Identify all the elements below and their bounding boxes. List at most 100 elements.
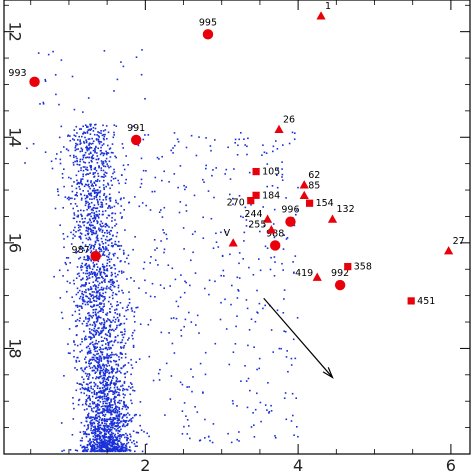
background-point	[87, 238, 89, 241]
background-point	[132, 389, 134, 392]
background-point	[95, 294, 98, 297]
background-point	[266, 409, 268, 411]
background-point	[211, 441, 214, 444]
background-point	[276, 174, 278, 176]
background-point	[98, 442, 100, 445]
background-point	[272, 232, 275, 235]
background-point	[120, 412, 123, 415]
background-point	[116, 324, 118, 327]
background-point	[95, 300, 98, 302]
background-point	[110, 258, 113, 261]
background-point	[102, 235, 105, 237]
background-point	[100, 432, 102, 435]
background-point	[91, 416, 93, 419]
background-point	[107, 318, 109, 320]
background-point	[97, 396, 100, 398]
background-point	[248, 329, 251, 331]
background-point	[185, 210, 188, 212]
background-point	[211, 174, 213, 177]
background-point	[258, 302, 261, 305]
background-point	[88, 347, 91, 350]
background-point	[85, 403, 88, 406]
background-point	[104, 440, 106, 442]
background-point	[82, 272, 85, 274]
background-point	[100, 330, 102, 332]
background-point	[171, 342, 174, 345]
triangle-marker	[262, 214, 273, 223]
background-point	[98, 277, 101, 279]
background-point	[91, 356, 94, 359]
background-point	[123, 322, 126, 325]
background-point	[98, 424, 100, 427]
background-point	[98, 282, 101, 285]
background-point	[91, 329, 93, 331]
background-point	[112, 377, 114, 379]
background-point	[103, 386, 106, 388]
background-point	[60, 151, 62, 153]
background-point	[83, 392, 85, 395]
background-point	[90, 416, 92, 418]
background-point	[293, 271, 295, 274]
background-point	[87, 297, 90, 299]
background-point	[94, 347, 96, 350]
background-point	[107, 280, 110, 283]
background-point	[68, 198, 70, 201]
background-point	[117, 245, 119, 247]
background-point	[74, 449, 77, 451]
background-point	[273, 275, 276, 277]
background-point	[91, 421, 93, 424]
background-point	[102, 137, 105, 140]
background-point	[109, 207, 112, 209]
background-point	[111, 435, 113, 437]
background-point	[87, 249, 90, 251]
background-point	[190, 134, 193, 137]
background-point	[102, 329, 105, 331]
triangle-marker	[299, 180, 309, 189]
circle-marker	[334, 279, 346, 291]
background-point	[130, 307, 133, 309]
background-point	[84, 372, 87, 375]
triangle-marker-label: 419	[295, 268, 313, 279]
background-point	[85, 417, 88, 420]
background-point	[105, 357, 107, 359]
background-point	[111, 372, 113, 374]
background-point	[85, 184, 88, 186]
background-point	[92, 377, 94, 379]
background-point	[84, 197, 87, 200]
background-point	[112, 411, 115, 413]
background-point	[93, 369, 95, 372]
background-point	[102, 130, 105, 132]
background-point	[85, 318, 87, 320]
background-point	[86, 173, 88, 175]
background-point	[96, 180, 98, 183]
background-point	[95, 145, 97, 148]
background-point	[89, 399, 91, 401]
background-point	[87, 147, 90, 150]
background-point	[91, 268, 94, 271]
background-point	[108, 205, 110, 208]
background-point	[185, 415, 187, 417]
background-point	[219, 318, 222, 321]
background-point	[106, 348, 109, 351]
background-point	[99, 424, 102, 427]
background-point	[70, 177, 72, 180]
background-point	[76, 157, 78, 160]
background-point	[99, 426, 102, 429]
background-point	[99, 444, 101, 447]
background-point	[282, 312, 285, 314]
background-point	[240, 215, 242, 218]
background-point	[75, 145, 77, 147]
background-point	[131, 367, 134, 369]
background-point	[111, 143, 114, 145]
background-point	[109, 197, 112, 199]
background-point	[94, 443, 97, 445]
background-point	[94, 295, 97, 298]
background-point	[101, 204, 104, 206]
background-point	[57, 190, 59, 193]
background-point	[117, 447, 120, 449]
background-point	[92, 230, 95, 232]
background-point	[113, 353, 115, 356]
background-point	[170, 149, 172, 152]
background-point	[136, 441, 138, 444]
